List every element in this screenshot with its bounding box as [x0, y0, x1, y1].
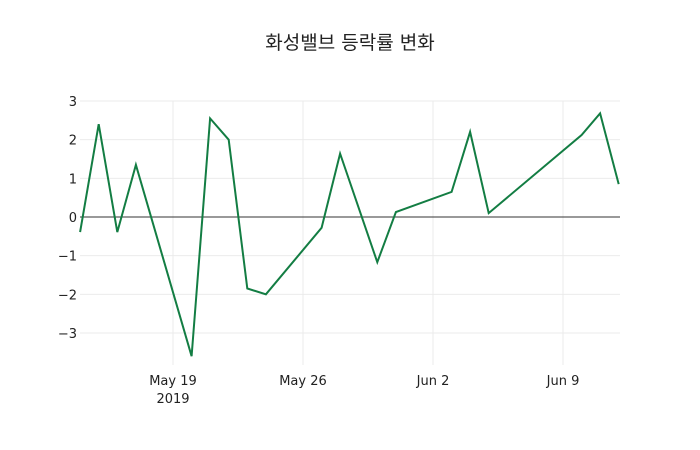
- y-tick-label: 2: [69, 134, 77, 149]
- y-tick-label: −1: [58, 250, 77, 265]
- y-tick-label: −3: [58, 327, 77, 342]
- x-tick-label: Jun 9: [546, 374, 580, 389]
- x-gridlines: [172, 101, 564, 365]
- y-tick-label: 1: [69, 172, 77, 187]
- x-tick-year-label: 2019: [156, 392, 189, 407]
- y-gridlines: [80, 100, 620, 334]
- y-tick-label: 3: [69, 95, 77, 110]
- y-tick-label: 0: [69, 211, 77, 226]
- y-axis-ticks: 3 2 1 0 −1 −2 −3: [58, 95, 77, 342]
- x-tick-label: Jun 2: [416, 374, 450, 389]
- chart-title: 화성밸브 등락률 변화: [265, 32, 434, 54]
- x-axis-ticks: May 19 2019 May 26 Jun 2 Jun 9: [149, 374, 579, 407]
- x-tick-label: May 26: [279, 374, 327, 389]
- y-tick-label: −2: [58, 288, 77, 303]
- x-tick-label: May 19: [149, 374, 197, 389]
- series-line: [79, 111, 620, 357]
